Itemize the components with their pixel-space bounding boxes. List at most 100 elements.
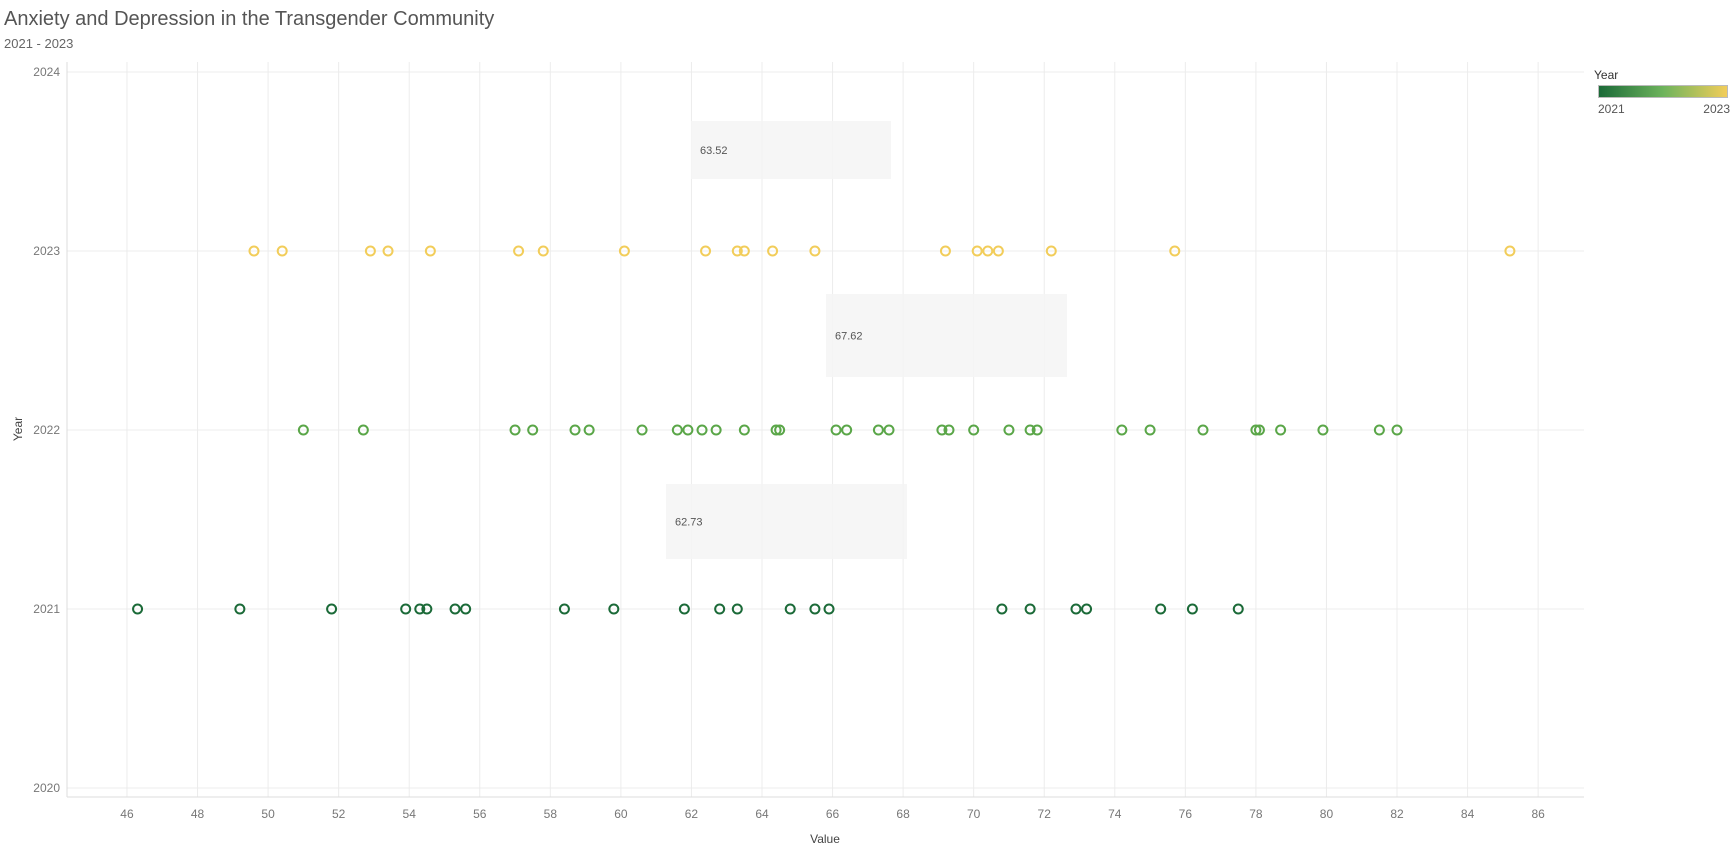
data-point-2021[interactable] <box>823 603 835 615</box>
data-point-2023[interactable] <box>738 245 750 257</box>
data-point-2022[interactable] <box>872 424 884 436</box>
data-point-2022[interactable] <box>1275 424 1287 436</box>
data-point-2022[interactable] <box>297 424 309 436</box>
x-tick-label: 86 <box>1531 807 1545 821</box>
annotation-box <box>666 484 907 559</box>
data-point-2023[interactable] <box>767 245 779 257</box>
data-point-2022[interactable] <box>936 424 948 436</box>
data-point-2022[interactable] <box>509 424 521 436</box>
data-point-2021[interactable] <box>714 603 726 615</box>
data-point-2021[interactable] <box>731 603 743 615</box>
data-point-2023[interactable] <box>731 245 743 257</box>
data-point-2021[interactable] <box>1081 603 1093 615</box>
data-point-2022[interactable] <box>583 424 595 436</box>
data-point-2021[interactable] <box>326 603 338 615</box>
data-point-2023[interactable] <box>971 245 983 257</box>
data-point-2021[interactable] <box>1232 603 1244 615</box>
data-point-2022[interactable] <box>636 424 648 436</box>
data-point-2021[interactable] <box>1024 603 1036 615</box>
x-tick-label: 50 <box>261 807 275 821</box>
data-point-2022[interactable] <box>883 424 895 436</box>
data-point-2022[interactable] <box>841 424 853 436</box>
data-point-2023[interactable] <box>1504 245 1516 257</box>
legend-color-ramp <box>1598 85 1728 98</box>
x-tick-label: 76 <box>1179 807 1193 821</box>
data-points <box>132 245 1516 615</box>
data-point-2022[interactable] <box>1144 424 1156 436</box>
data-point-2023[interactable] <box>939 245 951 257</box>
data-point-2023[interactable] <box>424 245 436 257</box>
data-point-2022[interactable] <box>527 424 539 436</box>
data-point-2022[interactable] <box>682 424 694 436</box>
data-point-2022[interactable] <box>770 424 782 436</box>
x-tick-label: 46 <box>120 807 134 821</box>
data-point-2023[interactable] <box>700 245 712 257</box>
data-point-2022[interactable] <box>710 424 722 436</box>
data-point-2022[interactable] <box>569 424 581 436</box>
x-tick-label: 82 <box>1390 807 1404 821</box>
data-point-2021[interactable] <box>421 603 433 615</box>
data-point-2021[interactable] <box>784 603 796 615</box>
x-tick-label: 68 <box>896 807 910 821</box>
data-point-2022[interactable] <box>671 424 683 436</box>
data-point-2022[interactable] <box>1373 424 1385 436</box>
x-tick-label: 62 <box>685 807 699 821</box>
data-point-2022[interactable] <box>1024 424 1036 436</box>
data-point-2022[interactable] <box>1250 424 1262 436</box>
legend-max-label: 2023 <box>1703 102 1730 116</box>
x-tick-label: 48 <box>191 807 205 821</box>
data-point-2021[interactable] <box>132 603 144 615</box>
data-point-2022[interactable] <box>774 424 786 436</box>
data-point-2023[interactable] <box>382 245 394 257</box>
data-point-2022[interactable] <box>357 424 369 436</box>
data-point-2022[interactable] <box>1317 424 1329 436</box>
data-point-2021[interactable] <box>1186 603 1198 615</box>
data-point-2023[interactable] <box>276 245 288 257</box>
data-point-2023[interactable] <box>809 245 821 257</box>
data-point-2023[interactable] <box>513 245 525 257</box>
data-point-2022[interactable] <box>1003 424 1015 436</box>
data-point-2023[interactable] <box>618 245 630 257</box>
data-point-2021[interactable] <box>234 603 246 615</box>
data-point-2022[interactable] <box>1197 424 1209 436</box>
y-axis-label: Year <box>11 417 25 441</box>
data-point-2021[interactable] <box>400 603 412 615</box>
data-point-2021[interactable] <box>449 603 461 615</box>
data-point-2021[interactable] <box>678 603 690 615</box>
data-point-2022[interactable] <box>1253 424 1265 436</box>
x-tick-label: 84 <box>1461 807 1475 821</box>
data-point-2021[interactable] <box>460 603 472 615</box>
data-point-2022[interactable] <box>738 424 750 436</box>
annotations: 63.52 67.62 62.73 <box>666 121 1067 559</box>
data-point-2021[interactable] <box>414 603 426 615</box>
data-point-2022[interactable] <box>830 424 842 436</box>
annotation-box <box>826 294 1067 377</box>
data-point-2021[interactable] <box>608 603 620 615</box>
data-point-2023[interactable] <box>537 245 549 257</box>
data-point-2022[interactable] <box>696 424 708 436</box>
data-point-2022[interactable] <box>1031 424 1043 436</box>
data-point-2022[interactable] <box>943 424 955 436</box>
y-tick-label: 2021 <box>33 602 60 616</box>
data-point-2022[interactable] <box>1116 424 1128 436</box>
data-point-2023[interactable] <box>248 245 260 257</box>
x-tick-label: 64 <box>755 807 769 821</box>
x-tick-label: 78 <box>1249 807 1263 821</box>
data-point-2021[interactable] <box>809 603 821 615</box>
data-point-2022[interactable] <box>968 424 980 436</box>
data-point-2022[interactable] <box>1391 424 1403 436</box>
tick-labels: 46 48 50 52 54 56 58 60 62 64 66 68 70 72 74 76 78 80 82 84… <box>33 65 1545 821</box>
data-point-2021[interactable] <box>1155 603 1167 615</box>
x-tick-label: 58 <box>544 807 558 821</box>
x-tick-label: 80 <box>1320 807 1334 821</box>
data-point-2023[interactable] <box>992 245 1004 257</box>
data-point-2023[interactable] <box>1169 245 1181 257</box>
data-point-2023[interactable] <box>364 245 376 257</box>
x-tick-label: 74 <box>1108 807 1122 821</box>
chart-subtitle: 2021 - 2023 <box>4 36 74 51</box>
data-point-2023[interactable] <box>1045 245 1057 257</box>
data-point-2021[interactable] <box>558 603 570 615</box>
data-point-2021[interactable] <box>1070 603 1082 615</box>
data-point-2021[interactable] <box>996 603 1008 615</box>
data-point-2023[interactable] <box>982 245 994 257</box>
